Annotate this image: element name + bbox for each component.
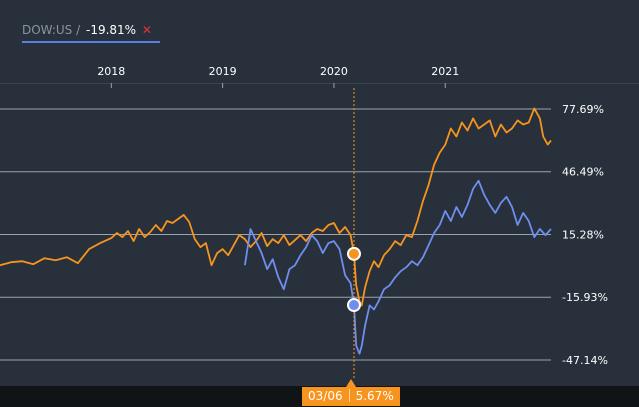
y-axis: 77.69% 46.49% 15.28% -15.93% -47.14% — [562, 103, 608, 367]
legend-value: -19.81% — [86, 23, 137, 37]
series-layer — [0, 107, 552, 355]
badge-separator — [348, 389, 350, 402]
x-axis: 2018 2019 2020 2021 — [97, 65, 459, 88]
x-tick-label: 2021 — [431, 65, 459, 78]
legend-separator: / — [76, 23, 81, 37]
y-tick-label: 15.28% — [562, 228, 604, 241]
y-tick-label: -15.93% — [562, 291, 608, 304]
y-tick-label: 46.49% — [562, 166, 604, 179]
markers — [346, 246, 361, 313]
y-tick-label: -47.14% — [562, 354, 608, 367]
gridlines — [0, 83, 639, 361]
x-tick-label: 2020 — [320, 65, 348, 78]
x-tick-label: 2019 — [209, 65, 237, 78]
chart-legend: DOW:US / -19.81% ✕ — [22, 22, 152, 38]
line-chart[interactable]: 2018 2019 2020 2021 77.69% 46.49% 15.28% -15.9… — [0, 0, 639, 386]
crosshair-arrow — [346, 379, 356, 387]
x-tick-label: 2018 — [97, 65, 125, 78]
legend-underline — [22, 41, 160, 43]
y-tick-label: 77.69% — [562, 103, 604, 116]
series-line-2 — [244, 179, 552, 355]
legend-symbol: DOW:US — [22, 23, 73, 37]
crosshair-marker-2 — [346, 298, 361, 313]
close-x-icon[interactable]: ✕ — [141, 23, 152, 37]
series-line-1 — [0, 107, 552, 307]
crosshair-badge: 03/06 5.67% — [302, 387, 400, 406]
crosshair-date: 03/06 — [308, 389, 343, 403]
crosshair-marker-1 — [346, 246, 361, 261]
crosshair-value: 5.67% — [355, 389, 394, 403]
